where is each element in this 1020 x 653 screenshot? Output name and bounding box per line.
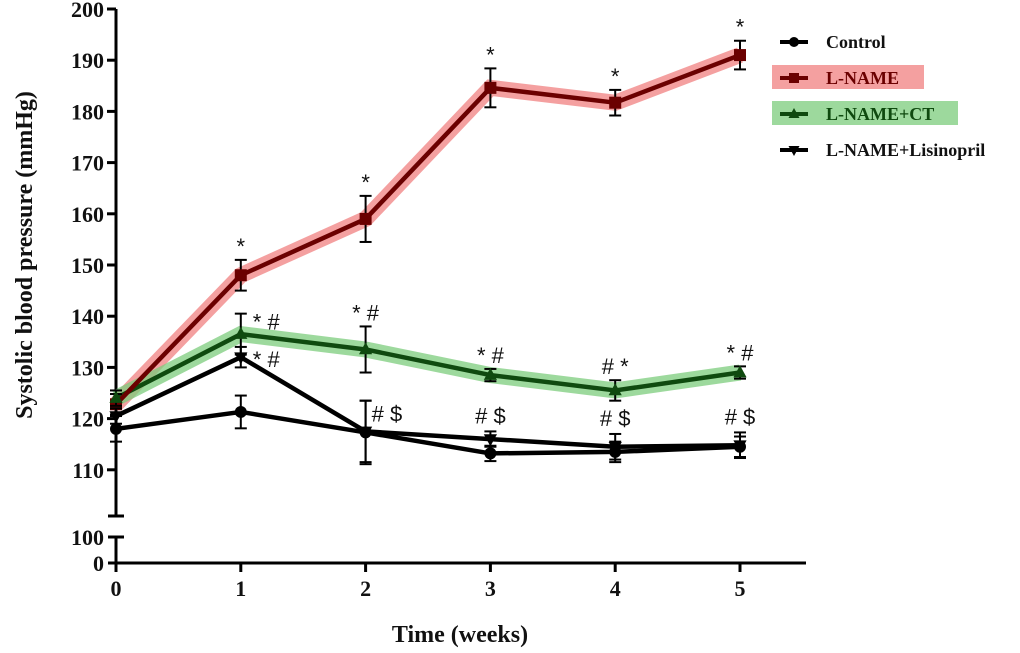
point-l-name-ct — [483, 367, 497, 380]
y-tick-label: 150 — [71, 253, 104, 278]
annotation-l-name: * — [611, 64, 620, 89]
point-control — [484, 447, 497, 460]
annotation-l-name-ct: * # — [352, 300, 380, 325]
significance-annotations: * * * * * * # * # * # # * * # * # # $ # $ # $ # $ — [237, 15, 756, 431]
point-l-name-lisinopril — [109, 411, 123, 424]
point-l-name — [734, 49, 746, 62]
x-tick-label: 4 — [610, 576, 621, 601]
y-tick-label: 120 — [71, 407, 104, 432]
band-l-name-ct — [112, 325, 742, 406]
annotation-l-name-lisinopril: * # — [253, 347, 281, 372]
legend: Control L-NAME L-NAME+CT L-NAME+Lisinopril — [772, 32, 985, 160]
y-tick-label: 130 — [71, 355, 104, 380]
annotation-l-name-lisinopril: # $ — [600, 406, 631, 431]
x-axis-title: Time (weeks) — [392, 622, 528, 648]
y-tick-label: 160 — [71, 202, 104, 227]
annotation-l-name-ct: * # — [477, 343, 505, 368]
annotation-l-name-lisinopril: # $ — [475, 403, 506, 428]
y-tick-label: 180 — [71, 99, 104, 124]
legend-marker — [788, 146, 800, 156]
point-l-name-ct — [234, 326, 248, 339]
point-control — [234, 405, 247, 418]
point-l-name-lisinopril — [733, 440, 747, 453]
annotation-l-name: * — [736, 15, 745, 40]
x-tick-label: 0 — [111, 576, 122, 601]
legend-label: L-NAME — [826, 68, 899, 88]
x-tick-label: 3 — [485, 576, 496, 601]
annotation-l-name: * — [237, 234, 246, 259]
y-tick-label: 140 — [71, 304, 104, 329]
annotation-l-name-lisinopril: # $ — [372, 401, 403, 426]
point-l-name-ct — [109, 390, 123, 403]
y-tick-label: 0 — [93, 551, 104, 576]
x-tick-label: 5 — [735, 576, 746, 601]
point-l-name — [609, 96, 622, 109]
y-tick-label: 200 — [71, 0, 104, 22]
point-l-name — [234, 269, 247, 282]
point-l-name-lisinopril — [359, 426, 373, 439]
x-tick-label: 1 — [235, 576, 246, 601]
line-l-name — [114, 52, 741, 406]
legend-label: Control — [826, 32, 886, 52]
legend-label: L-NAME+Lisinopril — [826, 140, 985, 160]
y-tick-label: 110 — [72, 458, 104, 483]
y-tick-label: 190 — [71, 48, 104, 73]
annotation-l-name-ct: * # — [727, 340, 755, 365]
point-l-name-lisinopril — [608, 441, 622, 454]
legend-item-l-name-lisinopril: L-NAME+Lisinopril — [780, 140, 985, 160]
series-lines — [114, 52, 741, 456]
legend-marker — [788, 108, 800, 118]
point-l-name-lisinopril — [234, 352, 248, 365]
point-l-name — [359, 212, 372, 225]
annotation-l-name-ct: * # — [253, 310, 281, 335]
legend-item-l-name: L-NAME — [772, 65, 924, 89]
point-control — [110, 422, 122, 435]
annotation-l-name: * — [361, 170, 370, 195]
y-axis-title: Systolic blood pressure (mmHg) — [12, 91, 38, 419]
legend-item-control: Control — [780, 32, 886, 52]
legend-item-l-name-ct: L-NAME+CT — [772, 101, 958, 125]
line-l-name-ct — [114, 331, 741, 401]
point-l-name-ct — [733, 365, 747, 378]
point-l-name-lisinopril — [483, 434, 497, 447]
y-tick-label: 170 — [71, 151, 104, 176]
legend-label: L-NAME+CT — [826, 104, 934, 124]
annotation-l-name-ct: # * — [602, 354, 629, 379]
legend-marker — [789, 73, 799, 83]
point-l-name-ct — [608, 383, 622, 396]
line-l-name-lisinopril — [115, 354, 741, 450]
x-tick-label: 2 — [360, 576, 371, 601]
data-points — [109, 39, 747, 466]
legend-marker — [789, 37, 799, 47]
point-l-name-ct — [359, 342, 373, 355]
y-tick-label: 100 — [71, 525, 104, 550]
annotation-l-name-lisinopril: # $ — [725, 404, 756, 429]
line-control — [115, 409, 741, 456]
point-l-name — [484, 81, 497, 94]
annotation-l-name: * — [486, 42, 495, 67]
